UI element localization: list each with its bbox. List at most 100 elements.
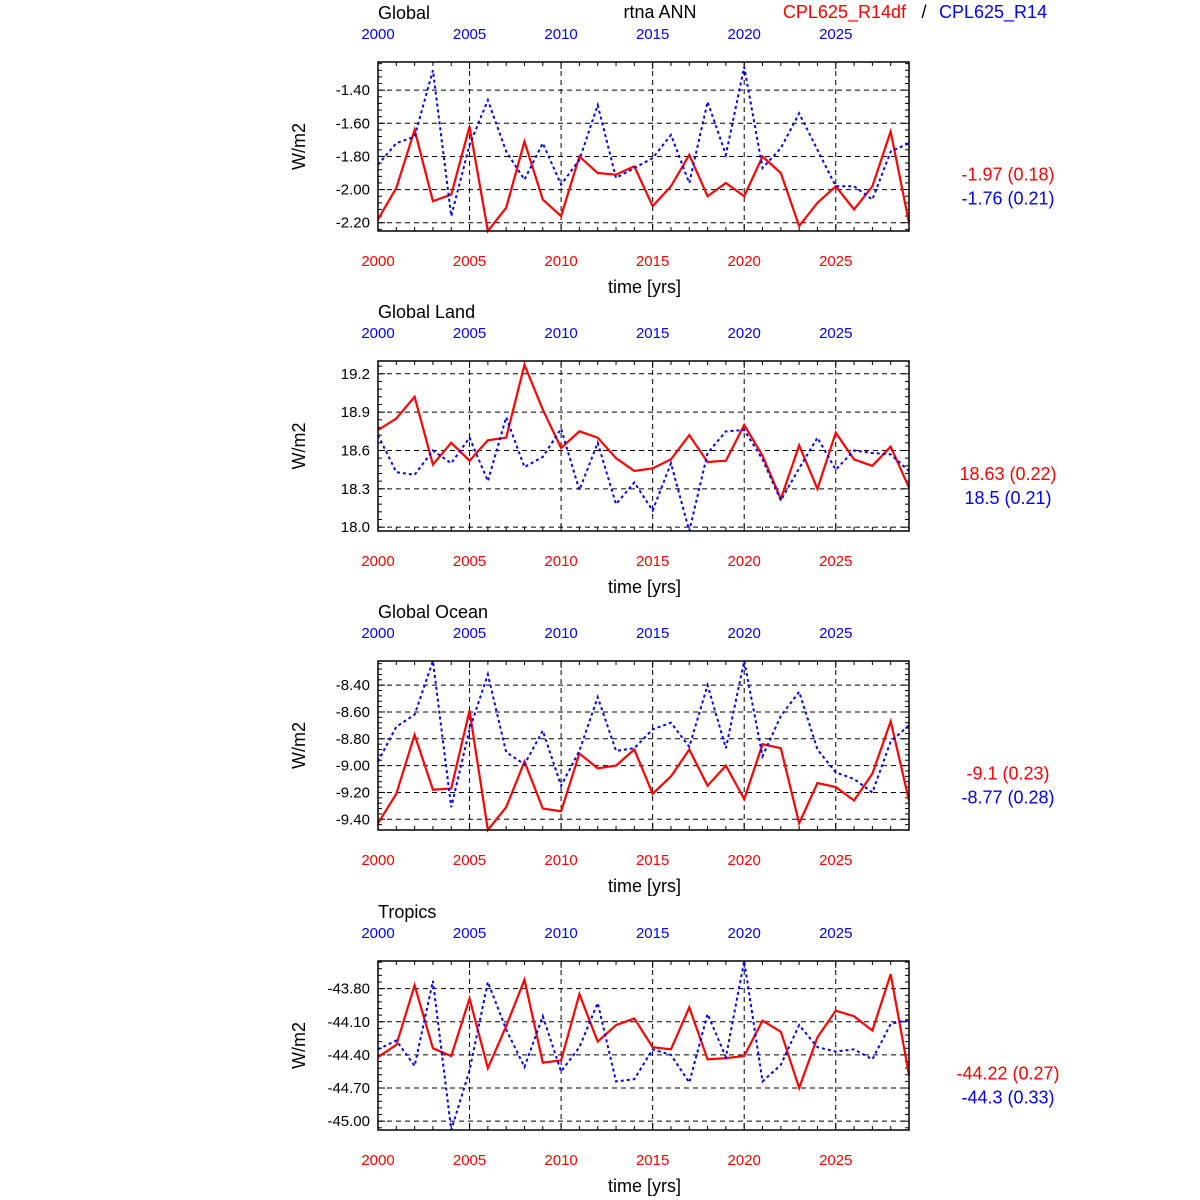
y-tick-label: -44.40 <box>327 1047 370 1064</box>
x-tick-label-top: 2000 <box>361 325 394 342</box>
series-line-red <box>377 125 911 234</box>
y-tick-label: 19.2 <box>341 366 370 383</box>
stat-red: 18.63 (0.22) <box>959 464 1056 484</box>
x-tick-label-top: 2020 <box>728 925 761 942</box>
x-tick-label-bottom: 2005 <box>453 253 486 270</box>
y-tick-label: -1.40 <box>336 82 370 99</box>
panel-title: Global Land <box>378 302 475 322</box>
y-axis-label: W/m2 <box>289 123 309 170</box>
y-tick-label: -45.00 <box>327 1113 370 1130</box>
x-tick-label-top: 2015 <box>636 325 669 342</box>
y-tick-label: -8.40 <box>336 677 370 694</box>
x-tick-label-top: 2025 <box>819 325 852 342</box>
x-tick-label-top: 2020 <box>728 325 761 342</box>
x-tick-label-bottom: 2010 <box>544 553 577 570</box>
x-tick-label-top: 2000 <box>361 26 394 43</box>
x-tick-label-bottom: 2025 <box>819 553 852 570</box>
x-tick-label-top: 2020 <box>728 625 761 642</box>
x-tick-label-top: 2010 <box>544 625 577 642</box>
x-tick-label-top: 2005 <box>453 625 486 642</box>
x-tick-label-bottom: 2025 <box>819 253 852 270</box>
series-line-blue <box>377 660 910 808</box>
y-tick-label: 18.0 <box>341 519 370 536</box>
x-tick-label-bottom: 2015 <box>636 1152 669 1169</box>
panels: -2.20 -2.00 -1.80 -1.60 -1.40 2000 2000 2005 200… <box>289 3 1060 1196</box>
x-tick-label-bottom: 2005 <box>453 1152 486 1169</box>
legend-label-red: CPL625_R14df <box>783 2 907 23</box>
series-line-red <box>377 973 911 1092</box>
y-axis-label: W/m2 <box>289 423 309 470</box>
y-tick-label: -2.00 <box>336 182 370 199</box>
series-line-red <box>377 710 911 833</box>
x-tick-label-top: 2010 <box>544 925 577 942</box>
x-tick-label-top: 2025 <box>819 625 852 642</box>
x-tick-label-top: 2005 <box>453 925 486 942</box>
x-axis-label: time [yrs] <box>608 876 681 896</box>
y-tick-label: -44.10 <box>327 1014 370 1031</box>
x-tick-label-bottom: 2020 <box>728 1152 761 1169</box>
x-tick-label-top: 2010 <box>544 26 577 43</box>
x-tick-label-top: 2015 <box>636 26 669 43</box>
y-tick-label: -9.20 <box>336 784 370 801</box>
x-tick-label-top: 2025 <box>819 925 852 942</box>
y-tick-label: -8.80 <box>336 731 370 748</box>
x-tick-label-bottom: 2020 <box>728 253 761 270</box>
y-tick-label: -2.20 <box>336 215 370 232</box>
plot-frame <box>377 960 910 1131</box>
x-axis-label: time [yrs] <box>608 1176 681 1196</box>
y-tick-label: 18.3 <box>341 481 370 498</box>
y-tick-label: -8.60 <box>336 704 370 721</box>
series-line-blue <box>377 960 910 1131</box>
chart-panel: -45.00 -44.70 -44.40 -44.10 -43.80 2000 2000 20… <box>289 902 1060 1196</box>
x-tick-label-bottom: 2025 <box>819 852 852 869</box>
y-axis-label: W/m2 <box>289 722 309 769</box>
chart-panel: 18.0 18.3 18.6 18.9 19.2 2000 2000 2005 2005 2010… <box>289 302 1057 597</box>
x-tick-label-top: 2005 <box>453 26 486 43</box>
y-tick-label: -9.00 <box>336 758 370 775</box>
panel-title: Global <box>378 3 430 23</box>
plot-frame <box>377 61 910 232</box>
x-tick-label-top: 2010 <box>544 325 577 342</box>
y-tick-label: -44.70 <box>327 1080 370 1097</box>
y-tick-label: 18.9 <box>341 404 370 421</box>
stat-red: -9.1 (0.23) <box>966 764 1049 784</box>
plot-frame <box>377 660 910 831</box>
chart-panel: -2.20 -2.00 -1.80 -1.60 -1.40 2000 2000 2005 200… <box>289 3 1055 297</box>
x-tick-label-bottom: 2005 <box>453 852 486 869</box>
series-line-blue <box>377 414 910 532</box>
x-tick-label-bottom: 2015 <box>636 253 669 270</box>
stat-red: -1.97 (0.18) <box>961 165 1054 185</box>
x-tick-label-bottom: 2005 <box>453 553 486 570</box>
x-tick-label-top: 2015 <box>636 625 669 642</box>
x-tick-label-bottom: 2020 <box>728 553 761 570</box>
y-tick-label: -43.80 <box>327 981 370 998</box>
x-tick-label-top: 2005 <box>453 325 486 342</box>
series-line-red <box>377 361 911 503</box>
stat-blue: -8.77 (0.28) <box>961 788 1054 808</box>
x-tick-label-bottom: 2010 <box>544 1152 577 1169</box>
x-axis-label: time [yrs] <box>608 577 681 597</box>
x-tick-label-bottom: 2015 <box>636 852 669 869</box>
x-tick-label-top: 2015 <box>636 925 669 942</box>
y-tick-label: -1.80 <box>336 148 370 165</box>
x-tick-label-bottom: 2000 <box>361 852 394 869</box>
x-tick-label-bottom: 2010 <box>544 253 577 270</box>
x-tick-label-bottom: 2000 <box>361 553 394 570</box>
x-tick-label-bottom: 2000 <box>361 1152 394 1169</box>
x-tick-label-top: 2025 <box>819 26 852 43</box>
series-line-blue <box>377 66 910 217</box>
legend-label-blue: CPL625_R14 <box>939 2 1047 23</box>
y-axis-label: W/m2 <box>289 1022 309 1069</box>
y-tick-label: -1.60 <box>336 115 370 132</box>
x-tick-label-top: 2000 <box>361 925 394 942</box>
y-tick-label: -9.40 <box>336 811 370 828</box>
x-axis-label: time [yrs] <box>608 277 681 297</box>
stat-blue: -1.76 (0.21) <box>961 189 1054 209</box>
plot-frame <box>377 360 910 532</box>
stat-blue: -44.3 (0.33) <box>961 1088 1054 1108</box>
x-tick-label-bottom: 2015 <box>636 553 669 570</box>
panel-title: Tropics <box>378 902 436 922</box>
figure-title: rtna ANN <box>623 2 696 22</box>
x-tick-label-bottom: 2020 <box>728 852 761 869</box>
